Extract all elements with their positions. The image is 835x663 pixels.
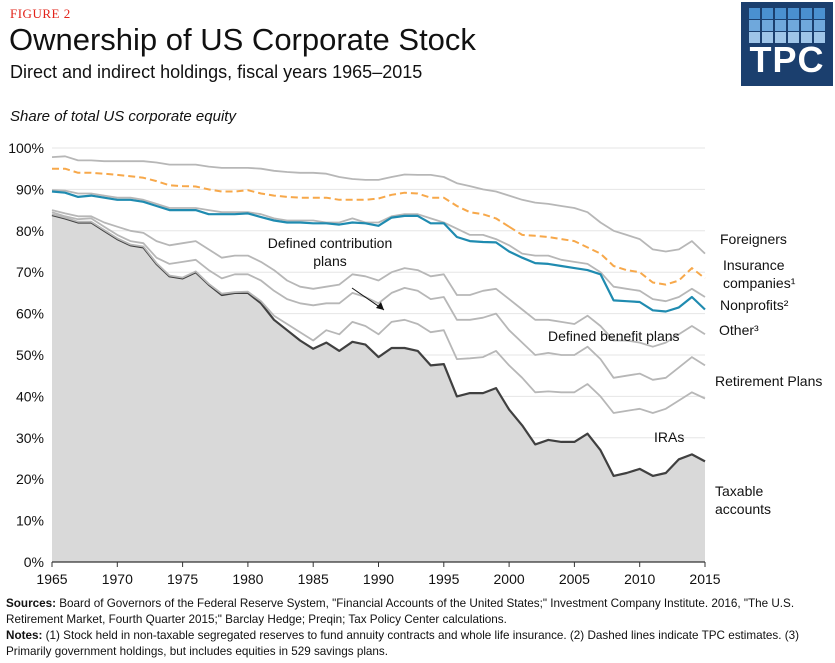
- taxable-accounts-area: [52, 215, 705, 562]
- y-tick-label: 60%: [16, 306, 44, 322]
- sources-text: Board of Governors of the Federal Reserv…: [6, 597, 795, 626]
- y-tick-label: 10%: [16, 513, 44, 529]
- chart-title: Ownership of US Corporate Stock: [9, 22, 476, 57]
- logo-square: [762, 8, 773, 19]
- logo-square: [801, 20, 812, 31]
- logo-square: [801, 32, 812, 43]
- y-axis-label: Share of total US corporate equity: [10, 108, 236, 125]
- other-line: [51, 189, 706, 303]
- annotation-label: Defined benefit plans: [548, 328, 680, 344]
- logo-square: [749, 20, 760, 31]
- logo-square: [749, 8, 760, 19]
- logo-square: [762, 32, 773, 43]
- y-tick-label: 90%: [16, 181, 44, 197]
- annotation-line: Defined contribution: [268, 235, 393, 251]
- annotation-line: Insurance: [723, 257, 785, 273]
- annotation-label: Foreigners: [720, 231, 787, 247]
- x-tick-label: 1980: [232, 571, 263, 587]
- x-tick-label: 1995: [428, 571, 459, 587]
- annotation-label: Insurance companies¹: [723, 257, 796, 291]
- annotation-line: Other³: [719, 322, 759, 338]
- logo-square: [801, 8, 812, 19]
- ownership-chart: 0% 10% 20% 30% 40% 50% 60% 70% 80% 90% 100% 1965 197…: [8, 140, 823, 587]
- annotation-label: Nonprofits²: [720, 297, 789, 313]
- annotation-line: Retirement Plans: [715, 373, 822, 389]
- y-tick-label: 30%: [16, 430, 44, 446]
- figure-label: FIGURE 2: [10, 6, 71, 21]
- annotation-line: Taxable: [715, 483, 763, 499]
- logo-square: [762, 20, 773, 31]
- annotation-line: Nonprofits²: [720, 297, 789, 313]
- foreigners-line: [51, 155, 706, 255]
- taxable-area: [52, 215, 705, 562]
- x-tick-label: 1985: [298, 571, 329, 587]
- logo-square: [775, 32, 786, 43]
- x-tick-label: 1990: [363, 571, 394, 587]
- notes-note: Notes: (1) Stock held in non-taxable seg…: [6, 628, 831, 660]
- annotation-line: IRAs: [654, 429, 684, 445]
- annotation-label: Defined contribution plans: [268, 235, 393, 269]
- logo-square: [775, 20, 786, 31]
- annotation-line: accounts: [715, 501, 771, 517]
- annotation-label: Taxable accounts: [715, 483, 771, 517]
- y-tick-label: 80%: [16, 223, 44, 239]
- x-tick-label: 1965: [36, 571, 67, 587]
- x-tick-label: 2010: [624, 571, 655, 587]
- logo-text: TPC: [749, 39, 825, 80]
- y-tick-label: 50%: [16, 347, 44, 363]
- annotation-line: Defined benefit plans: [548, 328, 680, 344]
- y-tick-label: 70%: [16, 264, 44, 280]
- annotation-line: companies¹: [723, 275, 796, 291]
- annotation-label: Other³: [719, 322, 759, 338]
- logo-square: [814, 8, 825, 19]
- insurance-companies-line: [52, 167, 510, 228]
- logo-square: [814, 20, 825, 31]
- tpc-logo: TPC: [741, 2, 833, 86]
- logo-square: [749, 32, 760, 43]
- y-tick-label: 40%: [16, 388, 44, 404]
- x-tick-label: 2015: [689, 571, 720, 587]
- sources-note: Sources: Board of Governors of the Feder…: [6, 596, 831, 628]
- defined-benefit-plans-line: [51, 211, 706, 381]
- notes-text: (1) Stock held in non-taxable segregated…: [6, 629, 799, 658]
- defined-contribution-plans-line: [51, 209, 706, 348]
- x-tick-label: 1970: [102, 571, 133, 587]
- annotations: Foreigners Insurance companies¹ Nonprofits²…: [268, 231, 823, 517]
- insurance-companies-estimate-line: [508, 225, 706, 286]
- annotation-line: plans: [313, 253, 346, 269]
- x-tick-label: 1975: [167, 571, 198, 587]
- y-tick-label: 100%: [8, 140, 44, 156]
- annotation-line: Foreigners: [720, 231, 787, 247]
- y-tick-label: 0%: [24, 554, 44, 570]
- iras-line: [51, 213, 706, 414]
- logo-square: [788, 20, 799, 31]
- notes-label: Notes:: [6, 629, 43, 642]
- chart-footer: Sources: Board of Governors of the Feder…: [6, 596, 831, 660]
- annotation-label: IRAs: [654, 429, 684, 445]
- annotation-label: Retirement Plans: [715, 373, 822, 389]
- logo-square: [788, 32, 799, 43]
- nonprofits-line: [51, 190, 706, 313]
- logo-square: [775, 8, 786, 19]
- x-tick-label: 2005: [559, 571, 590, 587]
- logo-square: [814, 32, 825, 43]
- annotation-arrowhead: [376, 302, 384, 310]
- axes: 0% 10% 20% 30% 40% 50% 60% 70% 80% 90% 100% 1965 197…: [8, 140, 721, 587]
- series-lines: [51, 155, 706, 477]
- x-tick-label: 2000: [494, 571, 525, 587]
- chart-subtitle: Direct and indirect holdings, fiscal yea…: [10, 62, 423, 82]
- logo-square: [788, 8, 799, 19]
- y-tick-label: 20%: [16, 471, 44, 487]
- sources-label: Sources:: [6, 597, 57, 610]
